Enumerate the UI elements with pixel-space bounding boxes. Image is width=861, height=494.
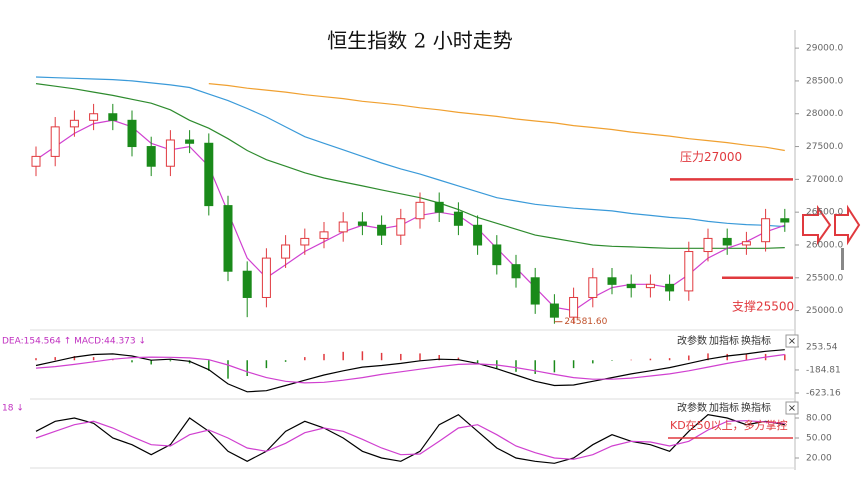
candle-body xyxy=(31,155,41,167)
candle-body xyxy=(319,231,329,239)
y-tick-label: 253.54 xyxy=(806,342,838,352)
candle-body xyxy=(338,221,348,233)
candle-body xyxy=(108,113,118,121)
scroll-handle xyxy=(841,248,844,270)
y-tick-label: -184.81 xyxy=(806,365,841,375)
candle-body xyxy=(242,270,252,298)
y-tick-label: 27000.0 xyxy=(806,175,843,185)
candle-body xyxy=(473,224,483,246)
candle-body xyxy=(511,264,521,279)
candle-body xyxy=(569,296,579,318)
candle-body xyxy=(89,113,99,121)
candle-body xyxy=(684,251,694,292)
line-series xyxy=(35,76,785,228)
candle-body xyxy=(127,119,137,148)
level-label: 压力27000 xyxy=(680,150,742,164)
candle-body xyxy=(357,221,367,226)
toolbar-button[interactable]: 加指标 xyxy=(709,401,739,414)
candle-body xyxy=(626,283,636,289)
candle-body xyxy=(645,283,655,289)
candle-body xyxy=(165,139,175,167)
y-tick-label: 80.00 xyxy=(806,414,832,424)
y-tick-label: 28500.0 xyxy=(806,76,843,86)
toolbar-button[interactable]: × xyxy=(788,403,796,414)
toolbar-button[interactable]: 换指标 xyxy=(741,334,771,347)
candle-body xyxy=(549,303,559,318)
toolbar-button[interactable]: 改参数 xyxy=(677,334,707,347)
y-tick-label: 25000.0 xyxy=(806,306,843,316)
y-tick-label: -623.16 xyxy=(806,389,841,399)
candle-body xyxy=(415,201,425,220)
line-series xyxy=(35,349,785,393)
line-series xyxy=(35,420,785,460)
candle-body xyxy=(780,218,790,223)
line-series xyxy=(35,353,785,384)
candle-body xyxy=(396,218,406,236)
low-label: 24581.60 xyxy=(564,317,607,327)
toolbar-button[interactable]: 加指标 xyxy=(709,334,739,347)
line-series xyxy=(35,413,785,464)
line-series xyxy=(208,83,785,152)
y-tick-label: 27500.0 xyxy=(806,142,843,152)
y-tick-label: 29000.0 xyxy=(806,44,843,54)
candle-body xyxy=(204,142,214,207)
candle-body xyxy=(377,224,387,236)
candle-body xyxy=(281,244,291,259)
annotation: KD在50以上，多方掌控 xyxy=(670,418,788,432)
candle-body xyxy=(703,237,713,253)
line-series xyxy=(35,83,785,249)
y-tick-label: 50.00 xyxy=(806,434,832,444)
candle-body xyxy=(223,205,233,272)
candle-body xyxy=(607,277,617,285)
candle-body xyxy=(588,277,598,298)
candle-body xyxy=(261,257,271,298)
toolbar-button[interactable]: × xyxy=(788,336,796,347)
candle-body xyxy=(69,119,79,128)
candle-body xyxy=(434,201,444,213)
y-tick-label: 20.00 xyxy=(806,454,832,464)
candle-body xyxy=(761,218,771,243)
indicator-header: 18 ↓ xyxy=(2,404,24,414)
toolbar-button[interactable]: 改参数 xyxy=(677,401,707,414)
arrow-icon xyxy=(834,204,861,246)
close-box xyxy=(785,401,799,415)
candle-body xyxy=(722,237,732,246)
y-tick-label: 26000.0 xyxy=(806,240,843,250)
y-tick-label: 28000.0 xyxy=(806,109,843,119)
candle-body xyxy=(185,139,195,144)
candle-body xyxy=(530,277,540,305)
candle-body xyxy=(492,244,502,266)
chart-title: 恒生指数 2 小时走势 xyxy=(327,29,512,53)
candle-body xyxy=(50,126,60,157)
candle-body xyxy=(453,211,463,226)
candle-body xyxy=(665,283,675,292)
line-series xyxy=(35,119,785,312)
level-label: 支撑25500 xyxy=(732,298,794,313)
toolbar-button[interactable]: 换指标 xyxy=(741,401,771,414)
candle-body xyxy=(146,146,156,167)
indicator-header: DEA:154.564 ↑ MACD:44.373 ↓ xyxy=(2,337,146,347)
arrow-icon xyxy=(802,204,832,246)
y-tick-label: 26500.0 xyxy=(806,208,843,218)
candle-body xyxy=(300,237,310,246)
candle-body xyxy=(741,241,751,246)
close-box xyxy=(785,334,799,348)
y-tick-label: 25500.0 xyxy=(806,273,843,283)
